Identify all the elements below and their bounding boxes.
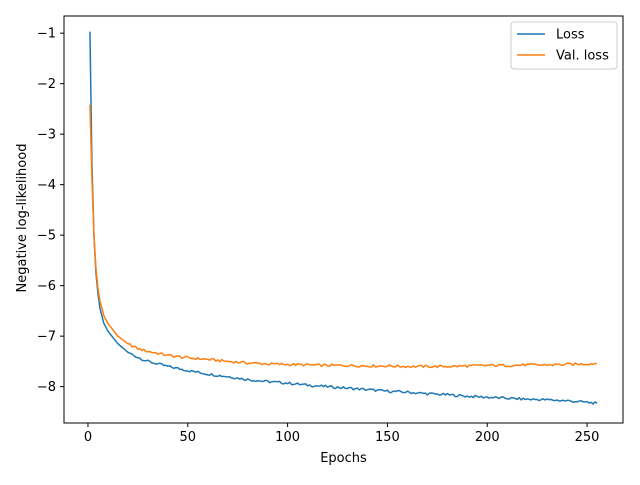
x-tick-label: 100: [275, 430, 300, 445]
x-tick-label: 150: [375, 430, 400, 445]
x-tick-label: 250: [575, 430, 600, 445]
y-tick-label: −5: [37, 229, 56, 244]
legend-label: Val. loss: [556, 49, 609, 64]
x-axis-title: Epochs: [320, 451, 367, 466]
x-tick-label: 50: [180, 430, 197, 445]
y-axis-title: Negative log-likelihood: [15, 144, 30, 293]
y-tick-label: −3: [37, 128, 56, 143]
x-tick-label: 200: [475, 430, 500, 445]
series-line-loss: [89, 31, 598, 405]
axes-frame: [63, 15, 624, 424]
y-tick-label: −1: [37, 27, 56, 42]
x-tick-label: 0: [84, 430, 92, 445]
y-tick-label: −8: [37, 380, 56, 395]
y-tick-label: −7: [37, 330, 56, 345]
y-axis: −1 −2 −3 −4 −5 −6 −7 −8: [37, 27, 64, 395]
legend-label: Loss: [556, 28, 585, 43]
plot-area: [89, 31, 598, 405]
y-tick-label: −2: [37, 77, 56, 92]
x-axis: 0 50 100 150 200 250: [84, 423, 600, 445]
axes-border: [63, 15, 624, 424]
y-tick-label: −6: [37, 279, 56, 294]
series-line-val-loss: [89, 104, 598, 369]
legend: Loss Val. loss: [510, 21, 618, 70]
y-tick-label: −4: [37, 178, 56, 193]
